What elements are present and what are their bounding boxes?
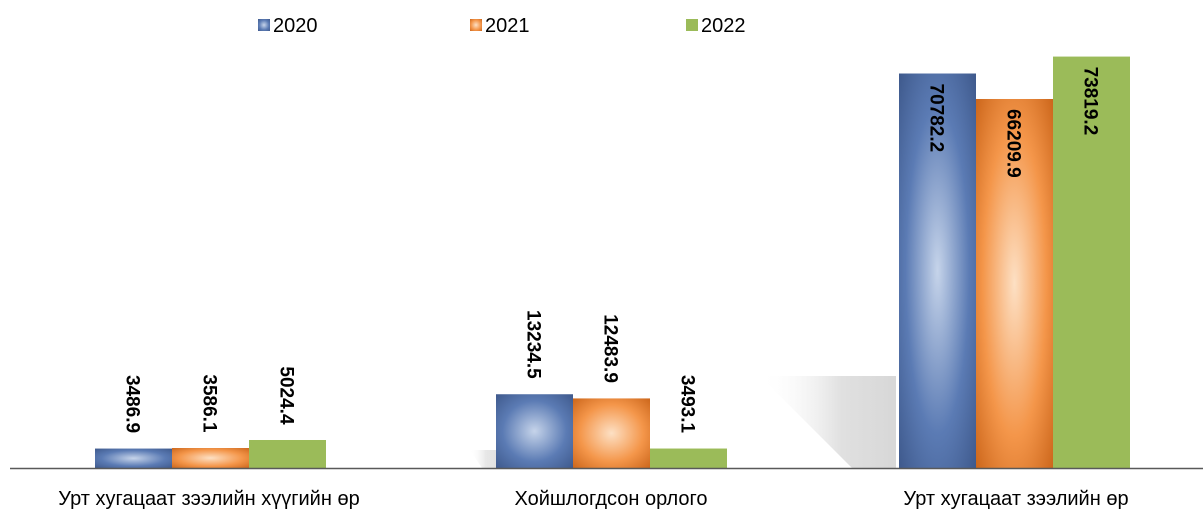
value-label: 70782.2 <box>926 84 947 153</box>
bar-2021-cat-1 <box>573 398 650 468</box>
value-label: 5024.4 <box>276 366 297 425</box>
value-label: 13234.5 <box>523 310 544 379</box>
bar-2022-cat-1 <box>650 448 727 468</box>
bar-2021-cat-2 <box>976 98 1053 468</box>
bar-2022-cat-0 <box>249 439 326 468</box>
legend-swatch <box>686 19 698 31</box>
bar-2020-cat-1 <box>496 394 573 468</box>
legend-label: 2021 <box>485 15 530 37</box>
value-label: 66209.9 <box>1003 109 1024 178</box>
value-label: 3493.1 <box>677 375 698 434</box>
value-label: 3486.9 <box>122 375 143 433</box>
bar-2022-cat-2 <box>1053 56 1130 468</box>
legend: 2020 2021 2022 <box>258 15 746 37</box>
legend-label: 2020 <box>273 15 318 37</box>
value-label: 12483.9 <box>600 314 621 383</box>
value-label: 3586.1 <box>199 374 220 433</box>
value-label: 73819.2 <box>1080 67 1101 136</box>
category-labels: Урт хугацаат зээлийн хүүгийн өр Хойшлогдс… <box>58 488 1128 510</box>
bar-2021-cat-0 <box>172 448 249 468</box>
category-label: Урт хугацаат зээлийн өр <box>903 488 1128 510</box>
legend-label: 2022 <box>701 15 746 37</box>
legend-item-2020: 2020 <box>258 15 318 37</box>
legend-item-2021: 2021 <box>470 15 530 37</box>
legend-item-2022: 2022 <box>686 15 746 37</box>
shadow-plane <box>470 450 496 468</box>
category-label: Хойшлогдсон орлого <box>514 488 707 510</box>
category-label: Урт хугацаат зээлийн хүүгийн өр <box>58 488 359 510</box>
bar-2020-cat-0 <box>95 448 172 468</box>
shadow-plane <box>760 376 896 468</box>
bars <box>95 56 1130 468</box>
legend-swatch <box>470 19 482 31</box>
chart-shadow <box>470 376 896 468</box>
value-labels: 3486.9 3586.1 5024.4 13234.5 12483.9 3493.1 70… <box>122 67 1101 434</box>
bar-2020-cat-2 <box>899 73 976 468</box>
legend-swatch <box>258 19 270 31</box>
